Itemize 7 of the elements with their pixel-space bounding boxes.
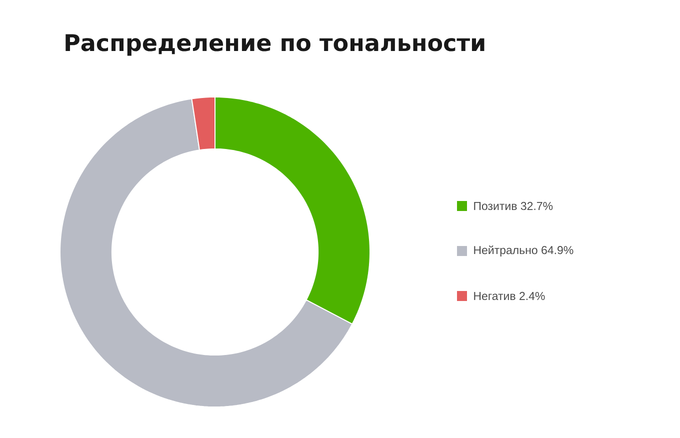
legend-label: Нейтрально [474,246,538,256]
data-label: 32.7% [520,202,553,210]
legend-label: Негатив [474,292,516,300]
chart-title: Распределение по тональности [66,34,484,56]
data-label: 64.9% [542,246,574,254]
data-label: 2.4% [520,292,545,300]
legend-label: Позитив [474,202,517,210]
